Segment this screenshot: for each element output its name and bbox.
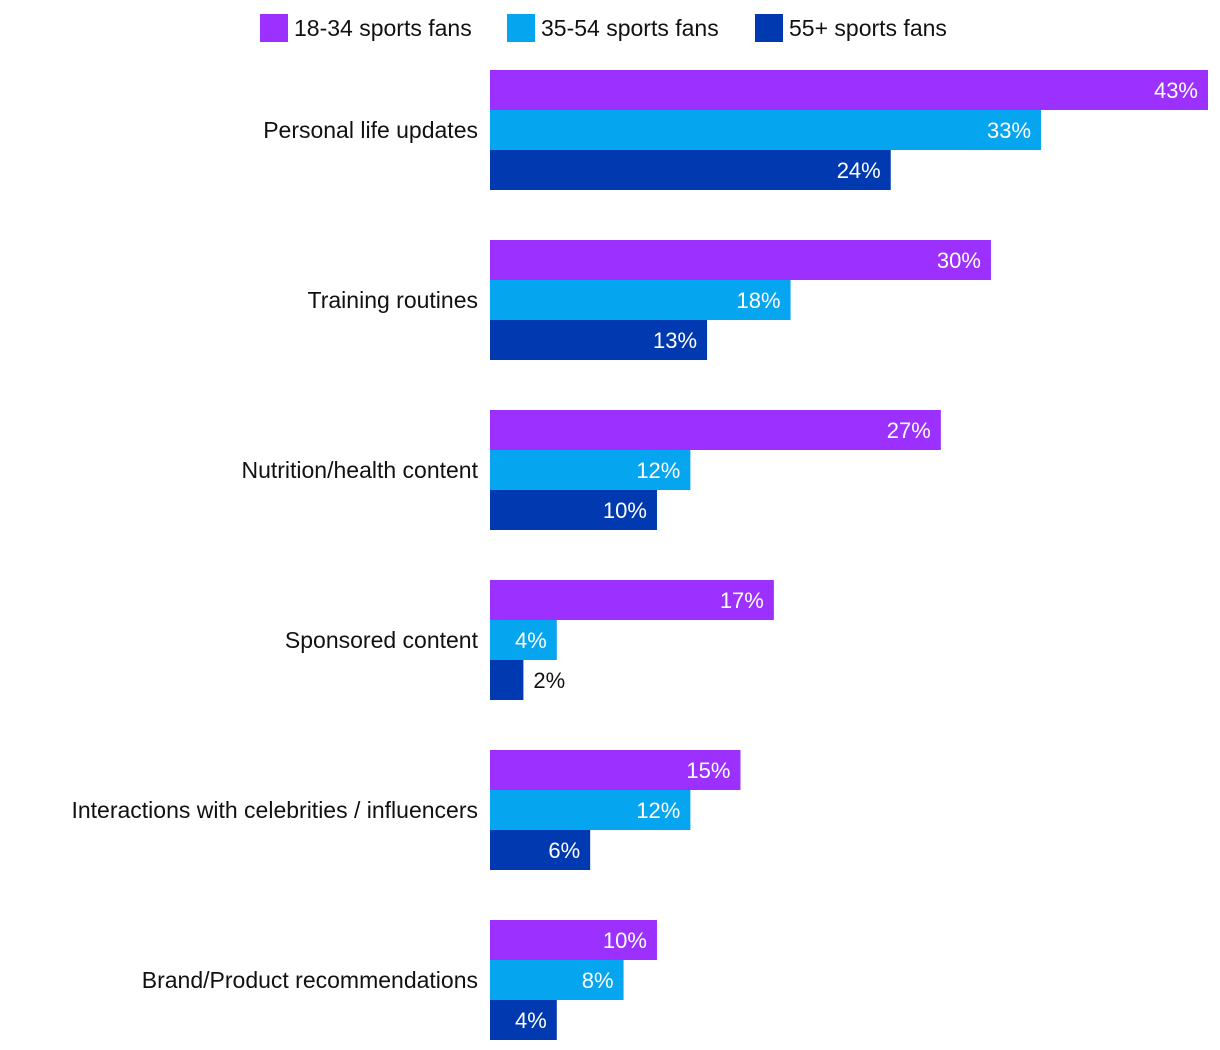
data-label: 17% [720, 588, 764, 613]
data-label: 18% [737, 288, 781, 313]
bar-35-54-sports-fans [490, 280, 791, 320]
bar-group-sponsored-content: 17% 4% 2% [490, 580, 774, 700]
data-label: 4% [515, 1008, 547, 1033]
bar-18-34-sports-fans [490, 410, 941, 450]
category-label-personal-life-updates: Personal life updates [263, 117, 478, 143]
data-label: 27% [887, 418, 931, 443]
bar-18-34-sports-fans [490, 240, 991, 280]
category-label-sponsored-content: Sponsored content [285, 627, 479, 653]
bar-55-sports-fans [490, 320, 708, 360]
bar-group-interactions-with-celebrities-influencers: 15%12% 6% [490, 750, 741, 870]
category-label-brand-product-recommendations: Brand/Product recommendations [142, 967, 478, 993]
legend-swatch [755, 14, 783, 42]
data-label: 10% [603, 498, 647, 523]
legend-label: 18-34 sports fans [294, 15, 472, 41]
legend-label: 55+ sports fans [789, 15, 947, 41]
bar-55-sports-fans [490, 490, 657, 530]
data-label: 10% [603, 928, 647, 953]
bar-35-54-sports-fans [490, 450, 691, 490]
bar-18-34-sports-fans [490, 920, 657, 960]
legend-item-18-34-sports-fans: 18-34 sports fans [260, 14, 472, 42]
data-label: 2% [533, 668, 565, 693]
legend-swatch [260, 14, 288, 42]
bar-18-34-sports-fans [490, 750, 741, 790]
legend-item-55-sports-fans: 55+ sports fans [755, 14, 947, 42]
data-label: 13% [653, 328, 697, 353]
bar-55-sports-fans [490, 660, 524, 700]
bar-55-sports-fans [490, 1000, 557, 1040]
bar-35-54-sports-fans [490, 620, 557, 660]
bar-group-personal-life-updates: 43% 33% 24% [490, 70, 1208, 190]
data-label: 30% [937, 248, 981, 273]
bar-55-sports-fans [490, 830, 591, 870]
category-label-training-routines: Training routines [308, 287, 478, 313]
data-label: 12% [636, 458, 680, 483]
bar-35-54-sports-fans [490, 960, 624, 1000]
legend-swatch [507, 14, 535, 42]
category-label-interactions-with-celebrities-influencers: Interactions with celebrities / influenc… [71, 797, 478, 823]
data-label: 6% [548, 838, 580, 863]
bar-18-34-sports-fans [490, 580, 774, 620]
bar-group-training-routines: 30% 18% 13% [490, 240, 991, 360]
legend-item-35-54-sports-fans: 35-54 sports fans [507, 14, 719, 42]
bar-35-54-sports-fans [490, 790, 691, 830]
data-label: 33% [987, 118, 1031, 143]
bar-group-nutrition-health-content: 27% 12% 10% [490, 410, 941, 530]
data-label: 43% [1154, 78, 1198, 103]
category-label-nutrition-health-content: Nutrition/health content [241, 457, 478, 483]
data-label: 8% [582, 968, 614, 993]
bar-groups: 43%33%24%30%18%13%27%12%10%17%4%2%15%12%… [490, 70, 1208, 1040]
bar-35-54-sports-fans [490, 110, 1042, 150]
category-axis-labels: Personal life updates Training routines Nu… [71, 117, 478, 993]
data-label: 24% [837, 158, 881, 183]
data-label: 12% [636, 798, 680, 823]
bar-18-34-sports-fans [490, 70, 1208, 110]
data-label: 15% [686, 758, 730, 783]
legend-label: 35-54 sports fans [541, 15, 719, 41]
bar-55-sports-fans [490, 150, 891, 190]
bar-group-brand-product-recommendations: 10% 8% 4% [490, 920, 657, 1040]
chart-legend: 18-34 sports fans 35-54 sports fans 55+ sp… [260, 14, 947, 42]
data-label: 4% [515, 628, 547, 653]
